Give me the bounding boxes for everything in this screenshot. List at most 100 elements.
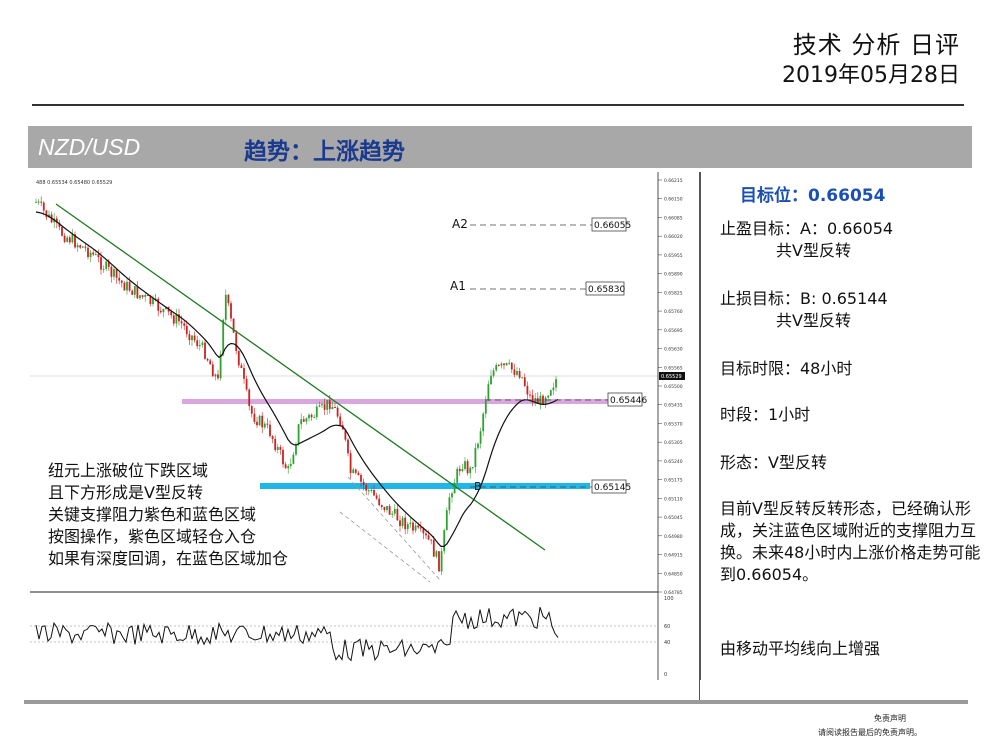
candle-body (380, 505, 383, 507)
candle-body (162, 308, 165, 313)
candle-body (552, 387, 555, 391)
candle-body (256, 421, 258, 426)
note-line: 且下方形成是V型反转 (48, 483, 203, 502)
currency-pair: NZD/USD (38, 134, 141, 160)
purple-level-box (607, 392, 643, 407)
candle-body (523, 377, 526, 386)
level-a2-label: A2 (452, 217, 468, 231)
axis-tick-label: 0.66020 (664, 234, 683, 240)
candle-body (204, 342, 206, 359)
candle-body (180, 321, 183, 324)
blue-zone (260, 483, 590, 489)
candle-body (193, 335, 196, 341)
candle-body (222, 319, 225, 355)
note-line: 关键支撑阻力紫色和蓝色区域 (48, 505, 257, 524)
candle-body (258, 415, 261, 426)
candle-body (159, 310, 162, 313)
axis-tick-label: 0.65305 (664, 440, 683, 446)
axis-tick-label: 0.65110 (664, 496, 683, 502)
candle-body (479, 431, 482, 444)
candle-body (448, 497, 451, 511)
candle-body (386, 505, 388, 510)
candle-body (89, 252, 92, 258)
disclaimer-title: 免责声明 (874, 714, 906, 723)
candle-body (248, 389, 251, 407)
candle-body (414, 525, 417, 531)
axis-tick-label: 0.66085 (664, 215, 683, 221)
candle-body (48, 214, 50, 218)
candle-body (185, 325, 188, 335)
candle-body (300, 419, 303, 425)
footer-divider (24, 700, 968, 704)
candle-body (170, 311, 173, 316)
candle-body (287, 466, 290, 469)
axis-tick-label: 0.64850 (664, 571, 683, 577)
level-a2-value: 0.66055 (594, 221, 631, 231)
candle-body (217, 374, 219, 379)
candle-body (339, 416, 342, 426)
channel-line-lower (339, 511, 431, 583)
candle-body (37, 201, 40, 203)
candle-body (555, 379, 557, 388)
candle-body (224, 294, 227, 320)
candle-body (276, 447, 279, 451)
candle-body (336, 407, 339, 417)
candle-body (456, 468, 459, 483)
axis-tick-label: 0.65760 (664, 309, 683, 315)
note-line: 纽元上涨破位下跌区域 (48, 461, 209, 480)
candle-body (141, 295, 144, 297)
candle-body (297, 424, 300, 445)
candle-body (282, 449, 284, 465)
candle-body (126, 281, 128, 291)
candle-body (211, 364, 214, 377)
axis-tick-label: 0.65565 (664, 365, 683, 371)
level-b-label: B (474, 480, 482, 493)
candle-body (102, 269, 105, 271)
candle-body (378, 498, 381, 506)
candle-body (373, 489, 375, 496)
candle-body (409, 522, 412, 525)
note-line: 按图操作，紫色区域轻仓入仓 (48, 527, 257, 546)
candle-body (466, 461, 469, 474)
candle-body (76, 245, 79, 248)
candle-body (352, 469, 355, 474)
candle-body (133, 286, 136, 295)
candle-body (453, 482, 456, 494)
candle-body (404, 517, 407, 530)
candle-body (412, 522, 414, 531)
trend-label: 趋势：上涨趋势 (244, 138, 405, 165)
axis-tick-label: 0.65630 (664, 347, 683, 353)
channel-line-upper (347, 476, 441, 581)
candle-body (432, 539, 435, 557)
candle-body (365, 485, 368, 491)
candle-body (526, 385, 529, 395)
candle-body (97, 254, 100, 258)
candle-body (508, 362, 511, 364)
axis-tick-label: 0.65500 (664, 384, 683, 390)
axis-tick-label: 0.64785 (664, 590, 683, 596)
candle-body (128, 281, 131, 291)
candle-body (542, 395, 544, 405)
axis-tick-label: 0.65045 (664, 515, 683, 521)
candle-body (263, 423, 266, 428)
candle-body (362, 481, 365, 486)
candle-body (497, 365, 500, 367)
candle-body (87, 247, 89, 258)
candle-body (271, 436, 274, 439)
candle-body (370, 489, 373, 491)
candle-body (188, 334, 191, 341)
axis-tick-label: 0.65435 (664, 403, 683, 409)
candle-body (417, 525, 420, 528)
title-band (28, 126, 972, 168)
candle-body (66, 237, 69, 242)
candle-body (422, 528, 425, 534)
stop-loss-label: 止损目标：B: 0.65144 (720, 289, 888, 308)
candle-body (94, 254, 97, 256)
candle-body (427, 535, 430, 540)
candle-body (35, 201, 37, 203)
level-a2-box (591, 217, 627, 232)
stop-loss-block: 止损目标：B: 0.65144 共V型反转 (720, 288, 990, 332)
candle-body (284, 464, 287, 469)
sidebar-divider (699, 172, 700, 702)
candle-body (531, 394, 534, 402)
